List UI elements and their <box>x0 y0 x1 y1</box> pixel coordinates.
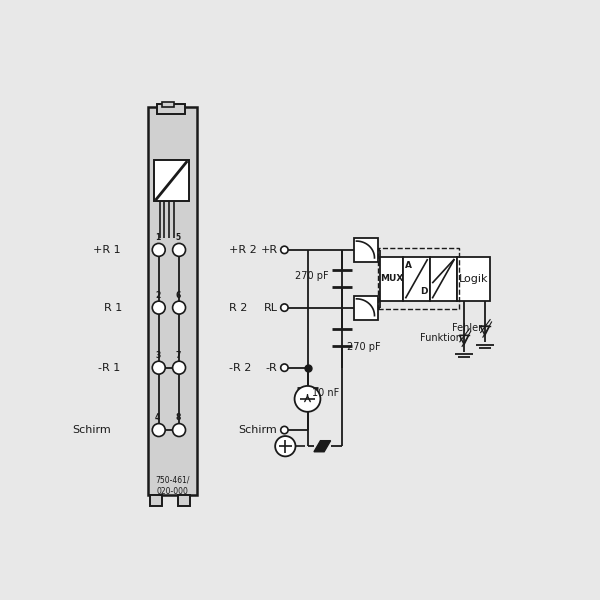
Text: +R: +R <box>260 245 277 255</box>
Text: 3: 3 <box>155 351 160 360</box>
Circle shape <box>295 386 320 412</box>
Text: Funktion: Funktion <box>420 332 462 343</box>
Text: 8: 8 <box>175 413 181 422</box>
Text: 270 pF: 270 pF <box>347 342 380 352</box>
Circle shape <box>173 361 185 374</box>
Text: +R 2: +R 2 <box>229 245 257 255</box>
Text: +R 1: +R 1 <box>93 245 121 255</box>
Bar <box>380 257 403 301</box>
Circle shape <box>152 424 165 437</box>
Text: 2: 2 <box>155 291 160 300</box>
Text: Schirm: Schirm <box>239 425 277 435</box>
Text: 750-461/
020-000: 750-461/ 020-000 <box>155 475 190 496</box>
Circle shape <box>281 364 288 371</box>
Bar <box>378 248 459 309</box>
Text: 270 pF: 270 pF <box>295 271 328 281</box>
Bar <box>148 107 197 495</box>
Bar <box>430 257 457 301</box>
Circle shape <box>152 361 165 374</box>
Bar <box>157 104 185 113</box>
Circle shape <box>173 424 185 437</box>
Circle shape <box>152 301 165 314</box>
Circle shape <box>281 246 288 254</box>
Text: 4: 4 <box>155 413 160 422</box>
Text: -R 2: -R 2 <box>229 362 251 373</box>
Text: 1: 1 <box>155 233 160 242</box>
Text: D: D <box>420 287 428 296</box>
Bar <box>403 257 430 301</box>
Text: Fehler: Fehler <box>452 323 482 334</box>
Circle shape <box>275 436 295 457</box>
Circle shape <box>152 244 165 256</box>
Text: Logik: Logik <box>458 274 488 284</box>
Circle shape <box>281 304 288 311</box>
Circle shape <box>173 301 185 314</box>
Text: MUX: MUX <box>380 274 403 283</box>
Circle shape <box>173 244 185 256</box>
Text: 5: 5 <box>176 233 181 242</box>
Text: R 1: R 1 <box>104 302 123 313</box>
Bar <box>162 102 173 107</box>
Bar <box>457 257 490 301</box>
Polygon shape <box>314 440 331 452</box>
Text: -R 1: -R 1 <box>98 362 121 373</box>
Text: 10 nF: 10 nF <box>312 388 340 398</box>
Bar <box>178 495 190 506</box>
Bar <box>154 160 189 202</box>
Text: Schirm: Schirm <box>73 425 111 435</box>
Bar <box>354 296 378 320</box>
Text: RL: RL <box>263 302 277 313</box>
Text: R 2: R 2 <box>229 302 247 313</box>
Circle shape <box>281 427 288 434</box>
Text: 6: 6 <box>176 291 181 300</box>
Text: A: A <box>406 262 412 271</box>
Text: 7: 7 <box>175 351 181 360</box>
Text: -R: -R <box>266 362 277 373</box>
Bar <box>151 495 162 506</box>
Bar <box>354 238 378 262</box>
